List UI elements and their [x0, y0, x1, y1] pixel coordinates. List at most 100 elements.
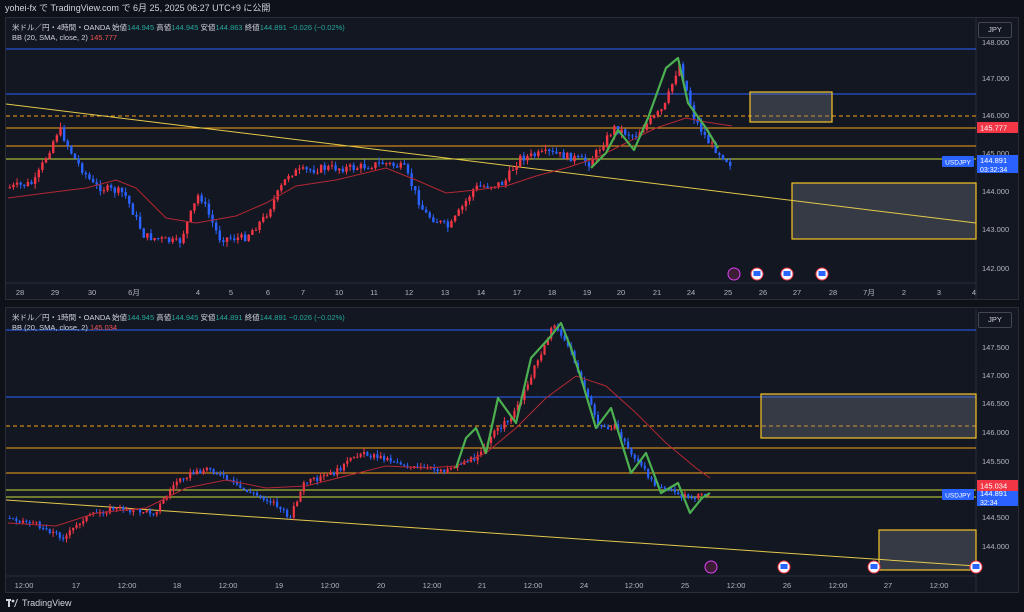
candle [707, 134, 710, 144]
candle [595, 150, 598, 160]
candle [372, 454, 376, 458]
candle [11, 518, 15, 520]
symbol-badge [942, 156, 974, 167]
candle [714, 142, 717, 154]
candle [656, 111, 659, 116]
price-tick: 146.000 [982, 111, 1009, 120]
candle [399, 163, 402, 168]
candle [252, 492, 255, 494]
current-price-box [977, 155, 1018, 173]
candle [112, 507, 115, 510]
time-tick: 27 [793, 288, 801, 297]
candle [634, 135, 638, 137]
candle [330, 165, 334, 167]
candle [272, 501, 275, 503]
candle [42, 528, 45, 530]
candle [683, 494, 686, 498]
candle [84, 172, 88, 175]
candle [276, 190, 279, 200]
time-tick: 7月 [863, 288, 875, 297]
candle [419, 466, 422, 468]
candle [511, 169, 515, 171]
candle [289, 516, 292, 518]
candle [309, 478, 312, 483]
candle [500, 427, 503, 429]
time-tick: 17 [72, 581, 80, 590]
candle [606, 427, 610, 429]
candle [8, 187, 12, 189]
candle [506, 420, 509, 422]
candle [613, 126, 616, 136]
symbol-title: 米ドル／円・4時間・OANDA [12, 23, 110, 32]
candle [334, 165, 337, 171]
currency-button[interactable]: JPY [978, 312, 1012, 328]
candle [421, 204, 424, 210]
bb-legend[interactable]: BB (20, SMA, close, 2) 145.777 [12, 33, 118, 42]
time-tick: 7 [301, 288, 305, 297]
candle [443, 469, 446, 472]
price-tick: 145.500 [982, 457, 1009, 466]
candle [660, 486, 663, 488]
candle [108, 507, 112, 513]
candle [296, 501, 299, 507]
time-tick: 12:00 [219, 581, 238, 590]
time-tick: 12 [405, 288, 413, 297]
candle [510, 417, 513, 422]
chart-pane-1h[interactable]: 147.500 147.000 146.500 146.000 145.500 144.5… [5, 307, 1019, 593]
chart-canvas-1h[interactable]: 147.500 147.000 146.500 146.000 145.500 144.5… [6, 308, 1019, 593]
candle [392, 162, 395, 166]
candle [214, 222, 218, 231]
candle [453, 215, 457, 222]
candle [379, 455, 382, 459]
candle [725, 159, 728, 162]
time-tick: 13 [441, 288, 449, 297]
candle [627, 134, 631, 136]
candle [362, 452, 366, 455]
candle [497, 182, 500, 187]
symbol-title: 米ドル／円・1時間・OANDA [12, 313, 110, 322]
candle [98, 512, 101, 514]
price-tick: 147.000 [982, 371, 1009, 380]
currency-button[interactable]: JPY [978, 22, 1012, 38]
candle [82, 521, 85, 524]
candle [301, 167, 305, 169]
candle [132, 509, 135, 513]
flash-event-icon [727, 267, 741, 281]
candle [718, 153, 721, 155]
candle [417, 190, 421, 205]
us-flag-event-icon [780, 564, 788, 569]
candle [68, 530, 71, 536]
candle [322, 475, 325, 477]
candle [399, 462, 402, 465]
candle [169, 490, 172, 497]
candle [610, 428, 613, 430]
bb-price-box [977, 480, 1018, 491]
candle [160, 237, 164, 239]
candle [205, 467, 208, 471]
bb-legend[interactable]: BB (20, SMA, close, 2) 145.034 [12, 323, 118, 332]
time-tick: 4 [196, 288, 200, 297]
time-tick: 20 [377, 581, 385, 590]
candle [290, 175, 294, 177]
candle [403, 464, 406, 466]
candle [336, 468, 339, 475]
candle [410, 173, 413, 187]
candle [700, 122, 703, 132]
zone-box [760, 393, 977, 439]
chart-pane-4h[interactable]: 148.000 147.000 146.000 145.000 144.000 143.0… [5, 17, 1019, 300]
candle [269, 209, 272, 217]
candle [446, 221, 450, 228]
candle [41, 162, 44, 170]
candle [457, 209, 460, 216]
trend-line [6, 499, 977, 567]
candle [235, 482, 239, 485]
candle [560, 329, 563, 336]
chart-canvas-4h[interactable]: 148.000 147.000 146.000 145.000 144.000 143.0… [6, 18, 1019, 300]
candle [345, 166, 348, 172]
candle [584, 157, 587, 163]
candle [75, 524, 78, 528]
candle [70, 145, 73, 154]
candle [593, 404, 596, 416]
candle [152, 513, 155, 515]
candle [55, 531, 58, 533]
